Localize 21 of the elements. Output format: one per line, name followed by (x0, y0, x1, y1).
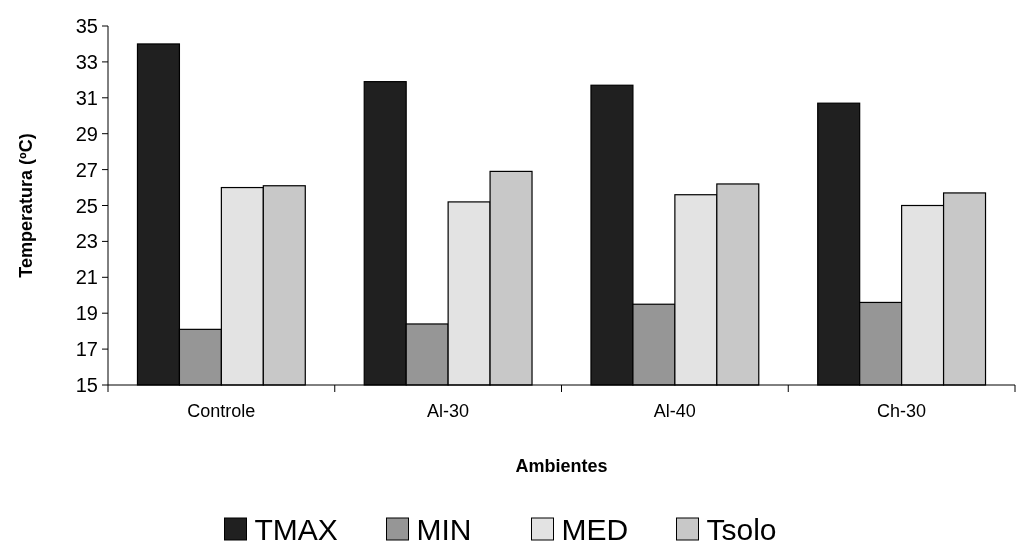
legend-label: TMAX (254, 513, 338, 546)
y-tick-label: 29 (75, 122, 98, 145)
y-tick-label: 19 (75, 302, 98, 325)
y-tick-label: 27 (75, 158, 98, 181)
y-tick-label: 35 (75, 15, 98, 37)
x-tick-label: Al-40 (653, 401, 696, 421)
y-tick-label: 33 (75, 50, 98, 73)
y-tick-label: 25 (75, 194, 98, 217)
legend-label: Tsolo (706, 513, 777, 546)
x-tick-label: Ch-30 (877, 401, 927, 421)
x-axis-title: Ambientes (515, 456, 608, 476)
y-axis-title: Temperatura (ºC) (16, 133, 36, 278)
y-tick-label: 31 (75, 86, 98, 109)
y-tick-label: 21 (75, 266, 98, 289)
x-tick-label: Al-30 (427, 401, 470, 421)
x-tick-label: Controle (187, 401, 256, 421)
y-tick-label: 17 (75, 338, 98, 361)
legend-label: MIN (416, 513, 472, 546)
y-tick-label: 15 (75, 374, 98, 396)
legend-label: MED (561, 513, 629, 546)
y-tick-label: 23 (75, 230, 98, 253)
